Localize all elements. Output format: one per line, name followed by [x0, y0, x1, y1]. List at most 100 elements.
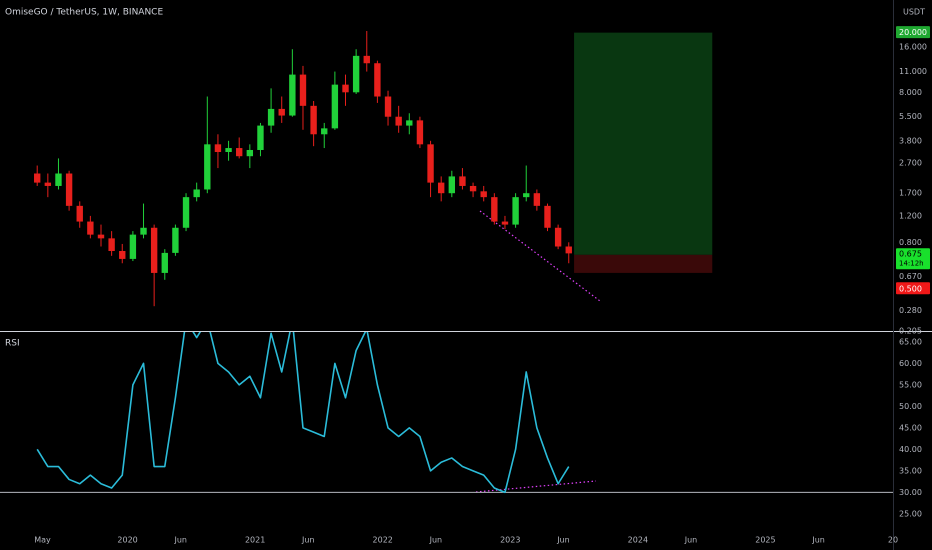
y-tick-label: 3.800	[899, 136, 922, 145]
rsi-tick-label: 30.00	[899, 488, 922, 497]
price-trendline	[479, 210, 601, 302]
x-tick-label: May	[34, 536, 51, 545]
y-tick-label: 16.000	[899, 43, 927, 52]
candle-body	[278, 108, 285, 116]
countdown-label: 14:12h	[899, 259, 924, 267]
candle-body	[76, 205, 83, 222]
candle-body	[427, 144, 434, 183]
rsi-tick-label: 65.00	[899, 337, 922, 346]
candle-body	[352, 55, 360, 93]
candle-body	[533, 193, 541, 206]
y-tick-label: 2.700	[899, 159, 922, 168]
x-tick-label: Jun	[684, 536, 698, 545]
y-tick-label: 5.500	[899, 112, 922, 121]
candle-body	[225, 148, 232, 152]
candle-body	[140, 227, 147, 235]
candle-body	[374, 63, 381, 97]
rsi-tick-label: 50.00	[899, 402, 922, 411]
candle-body	[299, 74, 307, 106]
candle-body	[544, 205, 551, 228]
x-tick-label: 20	[888, 536, 898, 545]
x-tick-label: Jun	[811, 536, 825, 545]
candle-body	[289, 74, 296, 116]
candle-body	[331, 84, 339, 129]
current-price-label: 0.675	[899, 249, 922, 258]
y-tick-label: 11.000	[899, 67, 927, 76]
x-tick-label: Jun	[173, 536, 187, 545]
candle-body	[512, 197, 519, 225]
rsi-trendline	[475, 480, 597, 493]
candle-body	[395, 116, 402, 126]
candle-body	[384, 96, 392, 117]
candle-body	[406, 120, 413, 126]
candle-body	[565, 246, 572, 254]
rsi-tick-label: 35.00	[899, 466, 922, 475]
x-tick-label: 2022	[373, 536, 393, 545]
candle-body	[34, 173, 41, 183]
candle-body	[236, 148, 243, 157]
candle-body	[469, 185, 477, 192]
current-price-badge	[896, 248, 930, 270]
rsi-tick-label: 40.00	[899, 445, 922, 454]
candle-body	[119, 251, 126, 259]
candle-body	[97, 234, 105, 239]
y-tick-label: 0.670	[899, 272, 922, 281]
y-tick-label: 0.280	[899, 306, 922, 315]
x-tick-label: 2021	[245, 536, 265, 545]
x-tick-label: Jun	[556, 536, 570, 545]
candle-body	[129, 234, 137, 259]
candle-body	[501, 221, 509, 225]
candle-body	[161, 252, 168, 273]
y-tick-label: 0.800	[899, 238, 922, 247]
candle-body	[267, 108, 275, 126]
y-tick-label: 1.700	[899, 189, 922, 198]
candle-body	[214, 144, 222, 152]
y-tick-label: 8.000	[899, 88, 922, 97]
candle-body	[480, 191, 487, 198]
candle-body	[321, 128, 328, 135]
rsi-tick-label: 55.00	[899, 380, 922, 389]
x-tick-label: Jun	[301, 536, 315, 545]
rsi-tick-label: 45.00	[899, 423, 922, 432]
y-tick-label: 1.200	[899, 211, 922, 220]
candle-body	[448, 176, 456, 194]
candle-body	[554, 227, 562, 247]
candle-body	[310, 105, 317, 135]
target-zone	[574, 32, 713, 255]
x-tick-label: 2020	[117, 536, 137, 545]
rsi-line	[36, 332, 570, 494]
candle-body	[182, 197, 190, 228]
rsi-tick-label: 25.00	[899, 509, 922, 518]
candle-body	[437, 182, 445, 194]
candle-body	[246, 149, 254, 157]
indicator-title: RSI	[5, 339, 20, 349]
candle-body	[150, 227, 158, 273]
symbol-title: OmiseGO / TetherUS, 1W, BINANCE	[5, 8, 163, 18]
candle-body	[416, 120, 424, 145]
candle-body	[87, 221, 94, 235]
candle-body	[342, 84, 349, 93]
candle-body	[523, 193, 530, 198]
candle-body	[363, 55, 370, 64]
candle-body	[204, 144, 211, 190]
y-tick-label: 0.205	[899, 327, 922, 336]
candle-body	[65, 173, 73, 206]
x-tick-label: 2025	[755, 536, 775, 545]
rsi-tick-label: 60.00	[899, 359, 922, 368]
x-tick-label: 2023	[500, 536, 520, 545]
candle-body	[193, 189, 200, 198]
candle-body	[44, 182, 52, 186]
candle-body	[257, 125, 264, 150]
candle-body	[55, 173, 62, 186]
rsi-pane	[0, 332, 893, 494]
price-badge-label: 20.000	[899, 28, 927, 37]
x-tick-label: Jun	[429, 536, 443, 545]
price-badge-label: 0.500	[899, 284, 922, 293]
x-tick-label: 2024	[628, 536, 648, 545]
candle-body	[108, 238, 115, 252]
currency-label: USDT	[903, 8, 925, 17]
candle-body	[172, 227, 179, 253]
price-badge	[896, 26, 930, 39]
